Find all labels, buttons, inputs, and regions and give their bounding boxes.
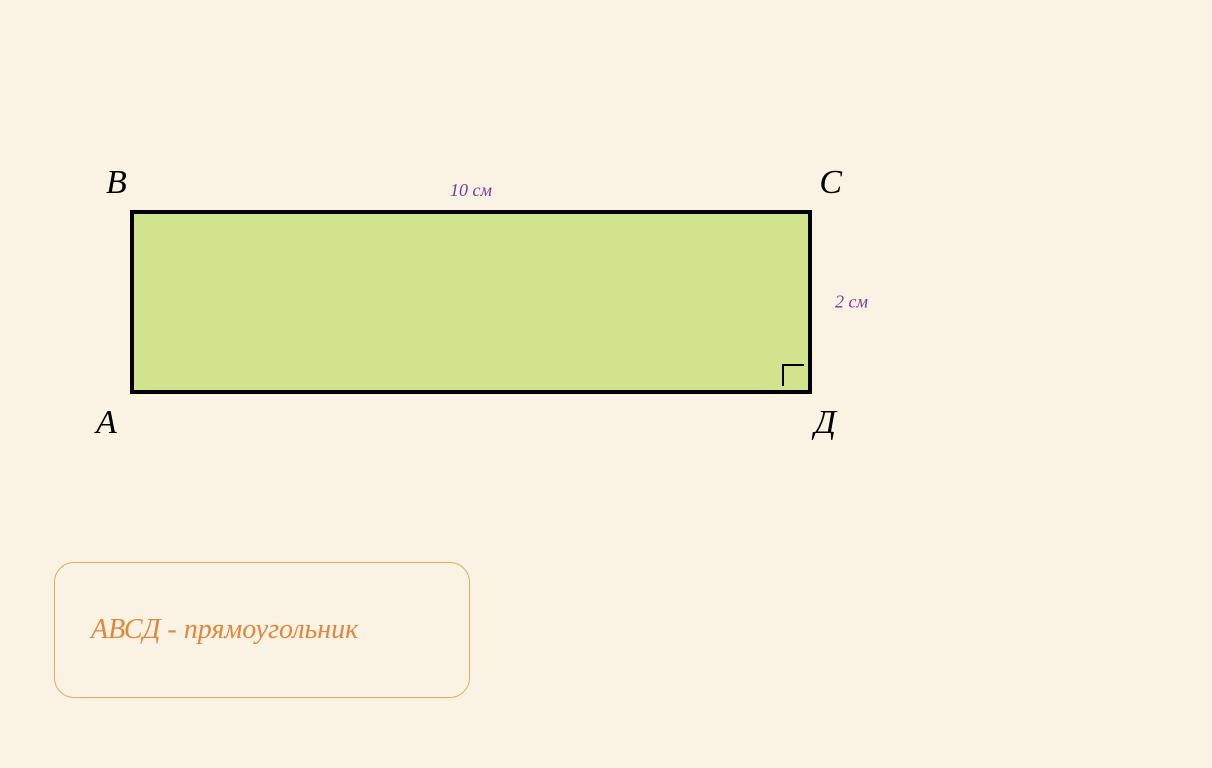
dimension-right: 2 см [835, 292, 868, 313]
caption-box: АВСД - прямоугольник [54, 562, 470, 698]
right-angle-marker [782, 364, 804, 386]
caption-text: АВСД - прямоугольник [91, 614, 358, 646]
vertex-label-a: А [96, 404, 117, 442]
vertex-label-b: В [106, 164, 127, 202]
rectangle-diagram: В С А Д 10 см 2 см [130, 210, 812, 394]
vertex-label-c: С [819, 164, 842, 202]
vertex-label-d: Д [814, 404, 836, 442]
dimension-top: 10 см [450, 180, 492, 201]
rectangle-shape [130, 210, 812, 394]
